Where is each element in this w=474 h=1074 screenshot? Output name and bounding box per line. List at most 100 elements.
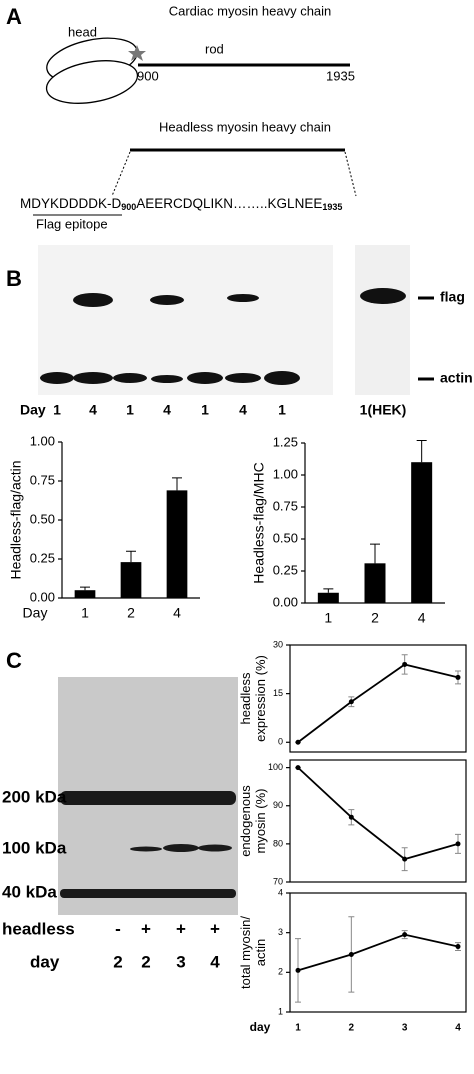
star bbox=[128, 45, 146, 61]
bar bbox=[411, 462, 433, 603]
blot-bands bbox=[60, 791, 236, 898]
error-bar bbox=[323, 588, 334, 593]
error-bar bbox=[80, 586, 90, 591]
y-tick-label: 0.50 bbox=[273, 530, 298, 545]
lane-label: 4 bbox=[239, 402, 247, 418]
point bbox=[455, 674, 461, 680]
y-tick-label: 0.50 bbox=[30, 511, 55, 526]
y-axis-label: total myosin/ bbox=[238, 916, 253, 989]
y-axis-label: headless bbox=[238, 672, 253, 725]
point bbox=[348, 699, 354, 705]
band-label: actin bbox=[440, 370, 473, 386]
row-label: headless bbox=[2, 919, 75, 938]
error-bar bbox=[370, 543, 380, 564]
blot-image bbox=[355, 245, 410, 395]
x-tick-label: 2 bbox=[371, 610, 379, 626]
x-tick-label: 4 bbox=[173, 605, 181, 621]
bar bbox=[120, 562, 142, 598]
plot-frame bbox=[289, 759, 467, 883]
y-tick-label: 0.75 bbox=[30, 472, 55, 487]
y-tick-label: 3 bbox=[278, 927, 283, 937]
lane-label: 4 bbox=[89, 402, 97, 418]
lane-label: 1 bbox=[201, 402, 209, 418]
y-axis-label: actin bbox=[253, 939, 268, 966]
day-value: 4 bbox=[210, 952, 220, 971]
point bbox=[402, 856, 408, 862]
end-label: 1935 bbox=[326, 68, 355, 83]
day-value: 2 bbox=[113, 952, 122, 971]
headless-sign: + bbox=[176, 919, 186, 938]
y-tick-label: 100 bbox=[268, 762, 283, 772]
headless-sign: + bbox=[141, 919, 151, 938]
point bbox=[295, 739, 301, 745]
error-bar bbox=[416, 439, 427, 463]
marker-label: 100 kDa bbox=[2, 838, 67, 857]
y-axis-label: myosin (%) bbox=[253, 788, 268, 853]
band-label: flag bbox=[440, 289, 465, 305]
day-value: 2 bbox=[141, 952, 150, 971]
bar bbox=[364, 563, 386, 603]
day-value: 3 bbox=[176, 952, 185, 971]
line bbox=[297, 933, 459, 972]
dashed-guide bbox=[111, 151, 131, 197]
y-tick-label: 30 bbox=[273, 639, 283, 649]
headless-sign: - bbox=[115, 919, 121, 938]
y-tick-label: 0 bbox=[278, 737, 283, 747]
point bbox=[348, 814, 354, 820]
y-tick-label: 0.75 bbox=[273, 498, 298, 513]
y-tick-label: 0.00 bbox=[273, 594, 298, 609]
x-tick-label: 4 bbox=[418, 610, 426, 626]
point bbox=[402, 661, 408, 667]
seq-prefix: MDYKDDDDK-D bbox=[20, 196, 122, 211]
row-label: day bbox=[30, 952, 60, 971]
dashed-guide bbox=[344, 151, 357, 197]
y-axis-label: endogenous bbox=[238, 785, 253, 857]
lane-label: 1 bbox=[53, 402, 61, 418]
seq-middle: AEERCDQLIKN……..KGLNEE bbox=[136, 196, 322, 211]
bar bbox=[166, 490, 188, 598]
x-tick-label: 4 bbox=[455, 1023, 461, 1034]
plot-frame bbox=[289, 644, 467, 753]
point bbox=[455, 841, 461, 847]
diagram-title: Cardiac myosin heavy chain bbox=[169, 3, 332, 18]
error-bar bbox=[126, 550, 136, 563]
day-label: Day bbox=[20, 402, 46, 418]
y-tick-label: 15 bbox=[273, 688, 283, 698]
blot-bands bbox=[40, 288, 406, 385]
seq-sub: 1935 bbox=[322, 202, 342, 212]
panel-label: C bbox=[6, 648, 22, 673]
headless-sign: + bbox=[210, 919, 220, 938]
y-axis-label: Headless-flag/actin bbox=[8, 460, 24, 579]
y-axis-label: Headless-flag/MHC bbox=[251, 462, 267, 583]
seq-sub: 900 bbox=[121, 202, 136, 212]
y-tick-label: 70 bbox=[273, 876, 283, 886]
x-tick-label: 3 bbox=[402, 1023, 408, 1034]
y-tick-label: 0.00 bbox=[30, 589, 55, 604]
y-tick-label: 90 bbox=[273, 800, 283, 810]
bar bbox=[317, 592, 339, 603]
flag-label: Flag epitope bbox=[36, 216, 108, 231]
point bbox=[402, 932, 408, 938]
sequence: MDYKDDDDK-D900AEERCDQLIKN……..KGLNEE1935 bbox=[20, 196, 342, 213]
line bbox=[297, 766, 459, 861]
marker-label: 200 kDa bbox=[2, 787, 67, 806]
y-tick-label: 80 bbox=[273, 838, 283, 848]
y-tick-label: 4 bbox=[278, 887, 283, 897]
line bbox=[297, 663, 459, 743]
point bbox=[295, 765, 301, 771]
point bbox=[348, 951, 354, 957]
blot-image bbox=[38, 245, 333, 395]
start-label: 900 bbox=[137, 68, 159, 83]
point bbox=[295, 967, 301, 973]
bar bbox=[74, 590, 96, 598]
lane-label: 1 bbox=[126, 402, 134, 418]
x-axis-label: Day bbox=[23, 605, 48, 621]
lane-label: 1(HEK) bbox=[360, 402, 407, 418]
x-tick-label: 2 bbox=[349, 1023, 355, 1034]
panel-label: B bbox=[6, 266, 22, 291]
marker-label: 40 kDa bbox=[2, 882, 57, 901]
y-tick-label: 1.25 bbox=[273, 434, 298, 449]
head-label: head bbox=[68, 24, 97, 39]
y-tick-label: 1.00 bbox=[273, 466, 298, 481]
